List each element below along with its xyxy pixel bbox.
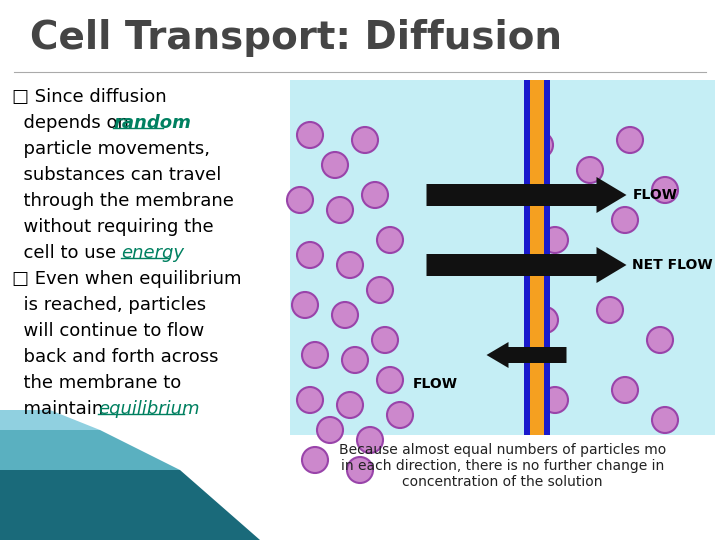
Text: the membrane to: the membrane to (12, 374, 181, 392)
Text: particle movements,: particle movements, (12, 140, 210, 158)
Text: substances can travel: substances can travel (12, 166, 221, 184)
Circle shape (362, 182, 388, 208)
Circle shape (302, 342, 328, 368)
Circle shape (332, 302, 358, 328)
Circle shape (652, 407, 678, 433)
Circle shape (597, 297, 623, 323)
Text: through the membrane: through the membrane (12, 192, 234, 210)
Circle shape (377, 227, 403, 253)
Circle shape (372, 327, 398, 353)
Polygon shape (0, 430, 180, 470)
Text: FLOW: FLOW (632, 188, 678, 202)
Text: energy: energy (121, 244, 184, 262)
Circle shape (612, 207, 638, 233)
Text: □ Even when equilibrium: □ Even when equilibrium (12, 270, 241, 288)
Circle shape (377, 367, 403, 393)
Text: depends on: depends on (12, 114, 135, 132)
Circle shape (297, 387, 323, 413)
Bar (523, 80, 529, 435)
Polygon shape (426, 177, 626, 213)
Circle shape (542, 227, 568, 253)
Circle shape (342, 347, 368, 373)
Text: Because almost equal numbers of particles mo
in each direction, there is no furt: Because almost equal numbers of particle… (339, 443, 666, 489)
Circle shape (337, 252, 363, 278)
Circle shape (647, 327, 673, 353)
Circle shape (542, 387, 568, 413)
Circle shape (367, 277, 393, 303)
Circle shape (297, 242, 323, 268)
Circle shape (347, 457, 373, 483)
Circle shape (322, 152, 348, 178)
Bar (544, 80, 549, 435)
Text: will continue to flow: will continue to flow (12, 322, 204, 340)
Text: back and forth across: back and forth across (12, 348, 218, 366)
Circle shape (577, 157, 603, 183)
Polygon shape (487, 342, 567, 368)
Circle shape (327, 197, 353, 223)
Text: maintain: maintain (12, 400, 109, 418)
Circle shape (652, 177, 678, 203)
Circle shape (337, 392, 363, 418)
Bar (529, 80, 544, 435)
Circle shape (617, 127, 643, 153)
Polygon shape (0, 410, 100, 430)
Circle shape (297, 122, 323, 148)
Circle shape (302, 447, 328, 473)
Text: is reached, particles: is reached, particles (12, 296, 206, 314)
Circle shape (317, 417, 343, 443)
Circle shape (532, 307, 558, 333)
Text: Cell Transport: Diffusion: Cell Transport: Diffusion (30, 19, 562, 57)
Circle shape (292, 292, 318, 318)
Text: □ Since diffusion: □ Since diffusion (12, 88, 166, 106)
Text: random: random (114, 114, 192, 132)
Text: FLOW: FLOW (413, 377, 457, 391)
Polygon shape (0, 470, 260, 540)
Polygon shape (426, 247, 626, 283)
Circle shape (527, 132, 553, 158)
Bar (290, 80, 715, 435)
Circle shape (357, 427, 383, 453)
Circle shape (612, 377, 638, 403)
Text: cell to use: cell to use (12, 244, 122, 262)
Circle shape (287, 187, 313, 213)
Text: NET FLOW: NET FLOW (632, 258, 713, 272)
Circle shape (352, 127, 378, 153)
Text: equilibrium: equilibrium (98, 400, 199, 418)
Text: without requiring the: without requiring the (12, 218, 214, 236)
Circle shape (387, 402, 413, 428)
